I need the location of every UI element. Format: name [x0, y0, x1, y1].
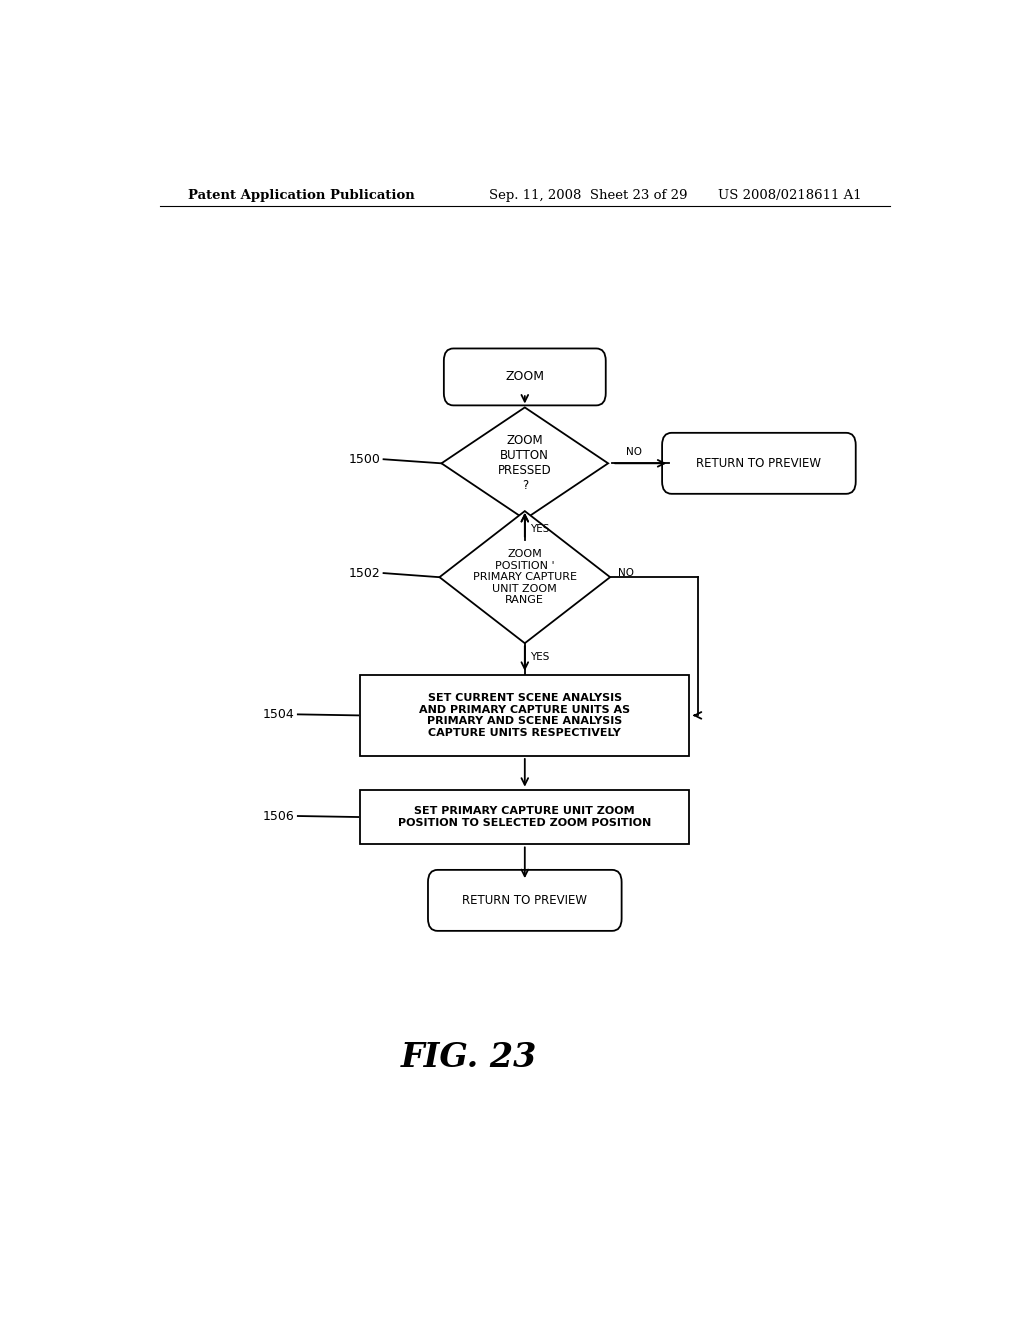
FancyBboxPatch shape — [443, 348, 606, 405]
Text: FIG. 23: FIG. 23 — [401, 1041, 538, 1074]
Text: SET CURRENT SCENE ANALYSIS
AND PRIMARY CAPTURE UNITS AS
PRIMARY AND SCENE ANALYS: SET CURRENT SCENE ANALYSIS AND PRIMARY C… — [419, 693, 631, 738]
Text: SET PRIMARY CAPTURE UNIT ZOOM
POSITION TO SELECTED ZOOM POSITION: SET PRIMARY CAPTURE UNIT ZOOM POSITION T… — [398, 807, 651, 828]
Text: NO: NO — [618, 568, 635, 578]
Text: 1506: 1506 — [263, 809, 295, 822]
Polygon shape — [441, 408, 608, 519]
Text: 1502: 1502 — [348, 566, 380, 579]
Text: US 2008/0218611 A1: US 2008/0218611 A1 — [719, 189, 862, 202]
Text: RETURN TO PREVIEW: RETURN TO PREVIEW — [462, 894, 588, 907]
Text: 1500: 1500 — [348, 453, 380, 466]
Text: YES: YES — [530, 652, 550, 663]
Text: NO: NO — [626, 447, 641, 457]
Text: ZOOM: ZOOM — [505, 371, 545, 383]
FancyBboxPatch shape — [428, 870, 622, 931]
Text: RETURN TO PREVIEW: RETURN TO PREVIEW — [696, 457, 821, 470]
Text: 1504: 1504 — [263, 708, 295, 721]
FancyBboxPatch shape — [663, 433, 856, 494]
Text: Sep. 11, 2008  Sheet 23 of 29: Sep. 11, 2008 Sheet 23 of 29 — [489, 189, 687, 202]
Text: YES: YES — [530, 524, 550, 535]
Polygon shape — [439, 511, 610, 643]
Text: Patent Application Publication: Patent Application Publication — [187, 189, 415, 202]
Text: ZOOM
POSITION '
PRIMARY CAPTURE
UNIT ZOOM
RANGE: ZOOM POSITION ' PRIMARY CAPTURE UNIT ZOO… — [473, 549, 577, 606]
Bar — [360, 789, 689, 845]
Text: ZOOM
BUTTON
PRESSED
?: ZOOM BUTTON PRESSED ? — [498, 434, 552, 492]
Bar — [360, 675, 689, 756]
